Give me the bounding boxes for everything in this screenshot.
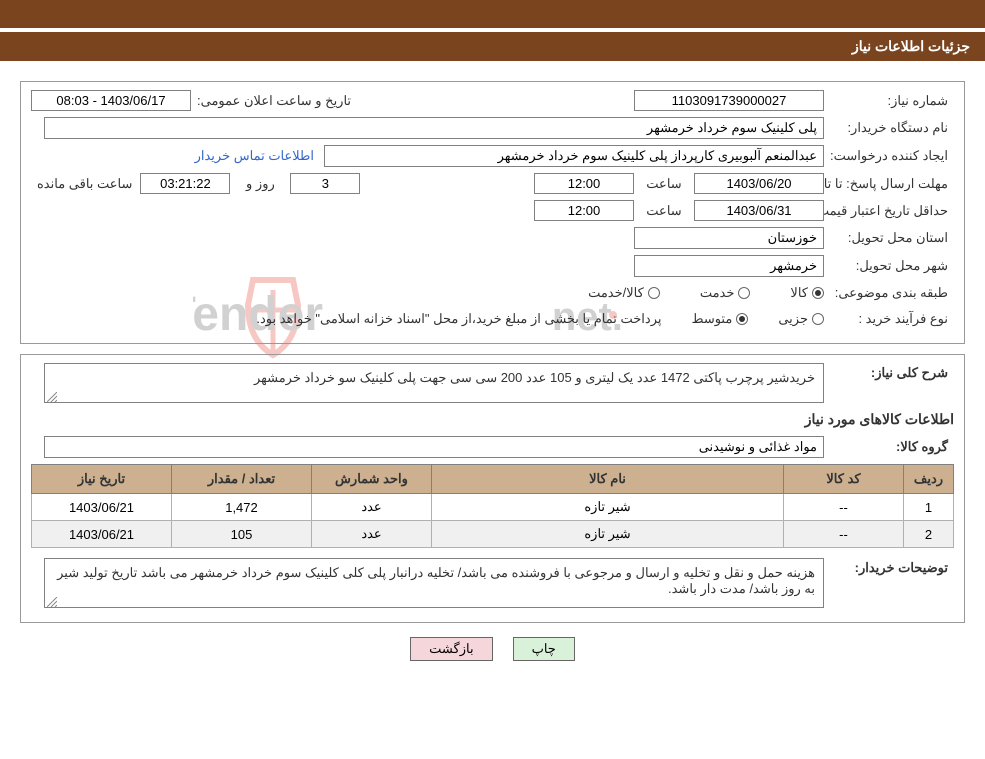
row-buyer-org: نام دستگاه خریدار: پلی کلینیک سوم خرداد … [31,117,954,139]
label-days-and: روز و [230,174,290,194]
label-purchase-type: نوع فرآیند خرید : [824,309,954,329]
label-public-date: تاریخ و ساعت اعلان عمومی: [191,91,357,111]
row-overall-desc: شرح کلی نیاز: خریدشیر پرچرب پاکتی 1472 ع… [31,363,954,403]
radio-goods-input[interactable] [812,287,824,299]
link-buyer-contact[interactable]: اطلاعات تماس خریدار [195,148,314,164]
row-delivery-city: شهر محل تحویل: خرمشهر [31,255,954,277]
label-hour-1: ساعت [634,174,694,194]
radio-service[interactable]: خدمت [700,285,751,301]
cell-name: شیر تازه [432,521,784,548]
resize-handle-icon [47,390,57,400]
row-purchase-type: نوع فرآیند خرید : جزیی متوسط پرداخت تمام… [31,309,954,329]
payment-note: پرداخت تمام یا بخشی از مبلغ خرید،از محل … [256,311,661,327]
radio-minor[interactable]: جزیی [778,311,824,327]
field-overall-desc: خریدشیر پرچرب پاکتی 1472 عدد یک لیتری و … [44,363,824,403]
text-overall-desc: خریدشیر پرچرب پاکتی 1472 عدد یک لیتری و … [254,370,815,385]
cell-rowno: 1 [904,494,954,521]
label-buyer-org: نام دستگاه خریدار: [824,118,954,138]
row-subject-category: طبقه بندی موضوعی: کالا خدمت کالا/خدمت [31,283,954,303]
table-header-row: ردیف کد کالا نام کالا واحد شمارش تعداد /… [32,465,954,494]
row-delivery-province: استان محل تحویل: خوزستان [31,227,954,249]
field-reply-date: 1403/06/20 [694,173,824,194]
th-unit: واحد شمارش [312,465,432,494]
row-buyer-notes: توضیحات خریدار: هزینه حمل و نقل و تخلیه … [31,558,954,608]
field-delivery-city: خرمشهر [634,255,824,277]
field-goods-group: مواد غذائی و نوشیدنی [44,436,824,458]
radio-goods-service-input[interactable] [648,287,660,299]
field-need-number: 1103091739000027 [634,90,824,111]
cell-rowno: 2 [904,521,954,548]
radio-medium-label: متوسط [691,311,732,327]
label-subject-category: طبقه بندی موضوعی: [824,283,954,303]
page-title: جزئیات اطلاعات نیاز [852,38,970,54]
field-requester: عبدالمنعم آلبوبیری کارپرداز پلی کلینیک س… [324,145,824,167]
cell-name: شیر تازه [432,494,784,521]
radio-goods-service[interactable]: کالا/خدمت [588,285,660,301]
label-min-price-validity: حداقل تاریخ اعتبار قیمت: تا تاریخ: [824,201,954,221]
row-requester: ایجاد کننده درخواست: عبدالمنعم آلبوبیری … [31,145,954,167]
cell-code: -- [784,494,904,521]
top-header-bar [0,0,985,28]
label-buyer-notes: توضیحات خریدار: [824,558,954,578]
radio-goods-label: کالا [790,285,808,301]
cell-unit: عدد [312,521,432,548]
print-button[interactable]: چاپ [513,637,575,661]
button-row: چاپ بازگشت [20,623,965,675]
content-wrapper: شماره نیاز: 1103091739000027 تاریخ و ساع… [0,61,985,685]
cell-code: -- [784,521,904,548]
field-remaining-days: 3 [290,173,360,194]
cell-date: 1403/06/21 [32,521,172,548]
label-goods-group: گروه کالا: [824,437,954,457]
field-public-date: 1403/06/17 - 08:03 [31,90,191,111]
th-date: تاریخ نیاز [32,465,172,494]
field-min-price-hour: 12:00 [534,200,634,221]
row-need-number: شماره نیاز: 1103091739000027 تاریخ و ساع… [31,90,954,111]
radio-goods[interactable]: کالا [790,285,824,301]
text-buyer-notes: هزینه حمل و نقل و تخلیه و ارسال و مرجوعی… [57,565,815,596]
field-min-price-date: 1403/06/31 [694,200,824,221]
th-name: نام کالا [432,465,784,494]
resize-handle-icon [47,595,57,605]
label-reply-deadline: مهلت ارسال پاسخ: تا تاریخ: [824,174,954,194]
field-reply-hour: 12:00 [534,173,634,194]
cell-unit: عدد [312,494,432,521]
label-overall-desc: شرح کلی نیاز: [824,363,954,383]
label-hour-2: ساعت [634,201,694,221]
label-hours-remaining: ساعت باقی مانده [31,174,140,194]
back-button[interactable]: بازگشت [410,637,492,661]
details-panel-top: شماره نیاز: 1103091739000027 تاریخ و ساع… [20,81,965,344]
field-buyer-notes: هزینه حمل و نقل و تخلیه و ارسال و مرجوعی… [44,558,824,608]
radio-service-label: خدمت [700,285,735,301]
label-requester: ایجاد کننده درخواست: [824,146,954,166]
radio-service-input[interactable] [738,287,750,299]
th-code: کد کالا [784,465,904,494]
row-goods-group: گروه کالا: مواد غذائی و نوشیدنی [31,436,954,458]
cell-date: 1403/06/21 [32,494,172,521]
radio-minor-label: جزیی [778,311,808,327]
radio-medium[interactable]: متوسط [691,311,748,327]
row-reply-deadline: مهلت ارسال پاسخ: تا تاریخ: 1403/06/20 سا… [31,173,954,194]
radio-minor-input[interactable] [812,313,824,325]
radio-goods-service-label: کالا/خدمت [588,285,644,301]
table-row: 1 -- شیر تازه عدد 1,472 1403/06/21 [32,494,954,521]
goods-table: ردیف کد کالا نام کالا واحد شمارش تعداد /… [31,464,954,548]
label-delivery-province: استان محل تحویل: [824,228,954,248]
page-title-bar: جزئیات اطلاعات نیاز [0,32,985,61]
cell-qty: 105 [172,521,312,548]
label-need-number: شماره نیاز: [824,91,954,111]
table-row: 2 -- شیر تازه عدد 105 1403/06/21 [32,521,954,548]
heading-goods-info: اطلاعات کالاهای مورد نیاز [31,411,954,428]
th-qty: تعداد / مقدار [172,465,312,494]
cell-qty: 1,472 [172,494,312,521]
radio-medium-input[interactable] [736,313,748,325]
label-delivery-city: شهر محل تحویل: [824,256,954,276]
row-min-price-validity: حداقل تاریخ اعتبار قیمت: تا تاریخ: 1403/… [31,200,954,221]
field-delivery-province: خوزستان [634,227,824,249]
field-buyer-org: پلی کلینیک سوم خرداد خرمشهر [44,117,824,139]
field-remaining-time: 03:21:22 [140,173,230,194]
details-panel-bottom: شرح کلی نیاز: خریدشیر پرچرب پاکتی 1472 ع… [20,354,965,623]
th-row-no: ردیف [904,465,954,494]
